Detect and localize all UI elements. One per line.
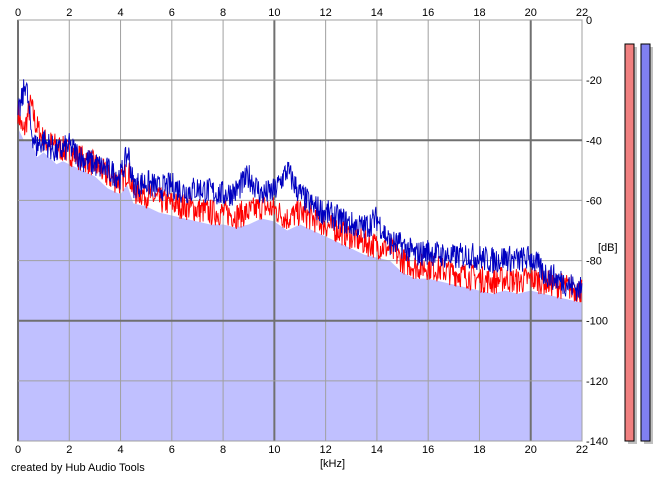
x-tick-label-top: 2: [66, 7, 72, 19]
x-tick-label-top: 16: [422, 7, 434, 19]
x-tick-label-bottom: 16: [422, 444, 434, 456]
y-axis-unit: [dB]: [598, 242, 618, 254]
y-tick-label: -100: [586, 316, 608, 328]
series-group: [17, 79, 583, 303]
x-tick-label-top: 4: [117, 7, 123, 19]
x-tick-label-bottom: 6: [169, 444, 175, 456]
meter-bar-1: [640, 43, 651, 442]
level-meters: [624, 43, 653, 444]
x-tick-label-top: 6: [169, 7, 175, 19]
x-tick-label-bottom: 2: [66, 444, 72, 456]
x-tick-label-top: 0: [15, 7, 21, 19]
x-tick-label-bottom: 14: [371, 444, 383, 456]
series-line-0: [17, 94, 583, 303]
x-tick-label-bottom: 22: [576, 444, 588, 456]
grid: [17, 19, 583, 442]
y-tick-label: 0: [586, 15, 592, 27]
x-tick-labels-bottom: 0 2 4 6 8 10 12 14 16 18 20 22: [15, 444, 588, 456]
y-tick-label: -40: [586, 135, 602, 147]
x-tick-label-bottom: 18: [473, 444, 485, 456]
x-tick-label-top: 14: [371, 7, 383, 19]
spectrum-fill-area: [18, 128, 582, 442]
x-tick-label-bottom: 4: [117, 444, 123, 456]
y-tick-labels: 0 -20 -40 -60 -80 -100 -120 -140: [586, 15, 608, 448]
x-tick-label-top: 10: [268, 7, 280, 19]
x-axis-unit: [kHz]: [320, 458, 345, 470]
y-tick-label: -80: [586, 256, 602, 268]
x-tick-label-top: 18: [473, 7, 485, 19]
x-tick-label-bottom: 10: [268, 444, 280, 456]
x-tick-label-bottom: 20: [525, 444, 537, 456]
x-tick-label-top: 20: [525, 7, 537, 19]
y-tick-label: -60: [586, 195, 602, 207]
x-tick-label-top: 22: [576, 7, 588, 19]
meter-bar-0: [624, 43, 635, 442]
series-line-1: [17, 79, 583, 302]
y-tick-label: -140: [586, 436, 608, 448]
x-tick-label-top: 12: [320, 7, 332, 19]
x-tick-labels-top: 0 2 4 6 8 10 12 14 16 18 20 22: [15, 7, 588, 19]
x-tick-label-bottom: 0: [15, 444, 21, 456]
y-tick-label: -20: [586, 75, 602, 87]
x-tick-label-bottom: 8: [220, 444, 226, 456]
x-tick-label-top: 8: [220, 7, 226, 19]
credit-text: created by Hub Audio Tools: [11, 462, 145, 474]
y-tick-label: -120: [586, 376, 608, 388]
x-tick-label-bottom: 12: [320, 444, 332, 456]
